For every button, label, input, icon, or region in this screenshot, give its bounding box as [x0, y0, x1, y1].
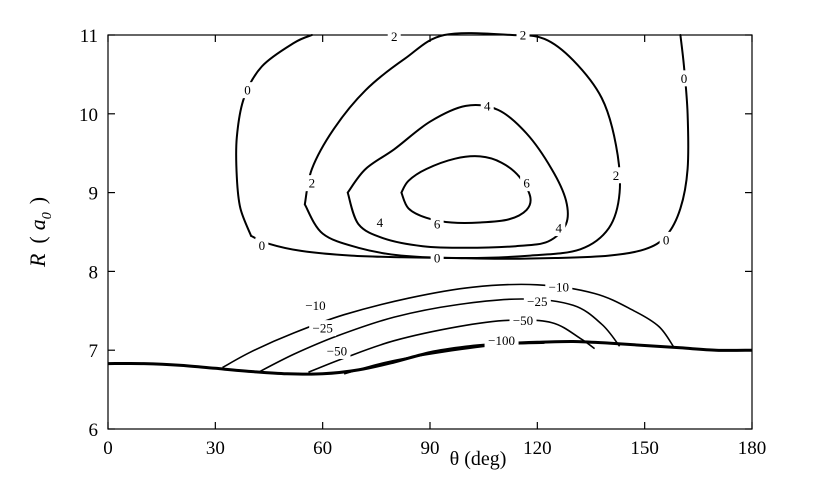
contour-label: 6	[523, 176, 530, 191]
y-axis: 6 7 8 9 10 11	[79, 26, 752, 441]
contour-label: 2	[520, 28, 527, 43]
contour-label-bg	[255, 237, 269, 254]
contour-line-2	[303, 32, 621, 259]
contour-label-bg	[677, 70, 691, 87]
y-tick-label: 6	[89, 420, 99, 441]
contour-label-bg	[323, 342, 351, 359]
contour-label-bg	[516, 27, 530, 43]
contour-line-5	[222, 283, 674, 369]
contour-label: −100	[488, 333, 515, 348]
x-tick-label: 180	[738, 438, 767, 459]
contour-label: −10	[549, 280, 569, 295]
y-tick-label: 10	[79, 105, 98, 126]
contour-lines	[107, 32, 753, 376]
contour-label: −25	[312, 321, 332, 336]
contour-label: 2	[391, 29, 398, 44]
contour-label: 0	[434, 251, 441, 266]
contour-line-7	[308, 319, 596, 374]
y-tick-label: 11	[80, 26, 98, 47]
contour-label-bg	[480, 97, 494, 114]
y-axis-label-main: R	[25, 253, 50, 268]
svg-text:R(a0): R(a0)	[25, 197, 55, 268]
contour-label: 0	[244, 83, 251, 98]
x-axis-label: θ (deg)	[450, 448, 507, 470]
contour-label: −25	[527, 294, 547, 309]
contour-label: 4	[484, 98, 491, 113]
y-tick-label: 7	[89, 341, 99, 362]
plot-frame	[107, 34, 753, 430]
contour-label: −50	[513, 313, 533, 328]
contour-label-bg	[241, 82, 255, 99]
boundary-line	[107, 339, 753, 376]
y-tick-label: 8	[89, 262, 99, 283]
contour-line-3	[250, 34, 690, 260]
contour-label-bg	[430, 250, 444, 267]
contour-label-bg	[430, 216, 444, 233]
y-axis-label-unit: a	[25, 219, 50, 230]
x-tick-label: 90	[421, 438, 440, 459]
contour-label-bg	[309, 320, 337, 337]
contour-label-bg	[545, 279, 573, 296]
contour-label: 4	[377, 215, 384, 230]
contour-line-1	[346, 104, 569, 249]
x-tick-label: 60	[313, 438, 332, 459]
contour-label: 6	[434, 217, 441, 232]
contour-line-0	[400, 155, 532, 225]
x-tick-label: 150	[630, 438, 659, 459]
contour-label-bg	[305, 175, 319, 192]
x-axis: 0 30 60 90 120 150 180	[103, 35, 766, 459]
contour-label-bg	[520, 175, 534, 192]
contour-label-bg	[302, 297, 330, 314]
x-tick-label: 0	[103, 438, 113, 459]
contour-label: 0	[681, 71, 688, 86]
contour-label-bg	[523, 293, 551, 310]
contour-label-bg	[509, 312, 537, 329]
contour-label: 0	[259, 238, 266, 253]
contour-label-bg	[552, 220, 566, 237]
contour-label: 0	[663, 232, 670, 247]
contour-label: −50	[327, 343, 347, 358]
contour-line-4	[235, 34, 313, 237]
x-tick-label: 30	[206, 438, 225, 459]
contour-label: −10	[305, 298, 325, 313]
contour-label-bg	[609, 167, 623, 184]
x-tick-label: 120	[523, 438, 552, 459]
contour-label: 2	[613, 168, 620, 183]
contour-label-bg	[659, 231, 673, 248]
contour-label-bg	[387, 28, 401, 45]
contour-label: 2	[309, 176, 316, 191]
contour-label: 4	[556, 221, 563, 236]
contour-line-6	[257, 298, 621, 374]
contour-label-bg	[373, 214, 387, 231]
y-tick-label: 9	[89, 184, 99, 205]
contour-label-bg	[484, 332, 519, 349]
y-axis-label-sub: 0	[40, 212, 55, 219]
y-axis-label: R(a0)	[25, 197, 55, 268]
